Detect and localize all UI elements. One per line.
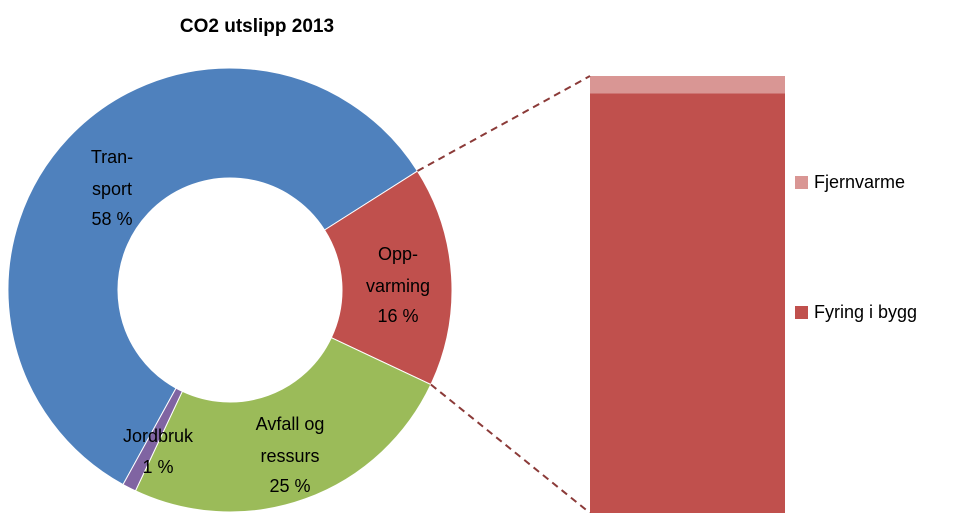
chart-title: CO2 utslipp 2013 <box>180 16 334 37</box>
donut-slice <box>323 170 453 386</box>
bar-segment <box>590 93 785 513</box>
slice-label: Jordbruk <box>123 426 194 446</box>
legend-label: Fjernvarme <box>814 172 905 192</box>
slice-value-label: 1 % <box>142 457 173 477</box>
legend-swatch <box>795 176 808 189</box>
slice-label: Avfall og ressurs <box>256 414 325 466</box>
legend-swatch <box>795 306 808 319</box>
donut-slice <box>122 387 183 492</box>
slice-label: Tran-sport <box>91 147 133 199</box>
bar-segment <box>590 76 785 94</box>
connector-line <box>416 75 591 172</box>
donut-slice <box>134 337 432 513</box>
donut-slice <box>7 67 419 486</box>
slice-value-label: 25 % <box>269 476 310 496</box>
slice-label: Opp-varming <box>366 244 430 296</box>
slice-value-label: 58 % <box>91 209 132 229</box>
connector-line <box>430 383 591 513</box>
slice-value-label: 16 % <box>377 306 418 326</box>
legend-label: Fyring i bygg <box>814 302 917 322</box>
